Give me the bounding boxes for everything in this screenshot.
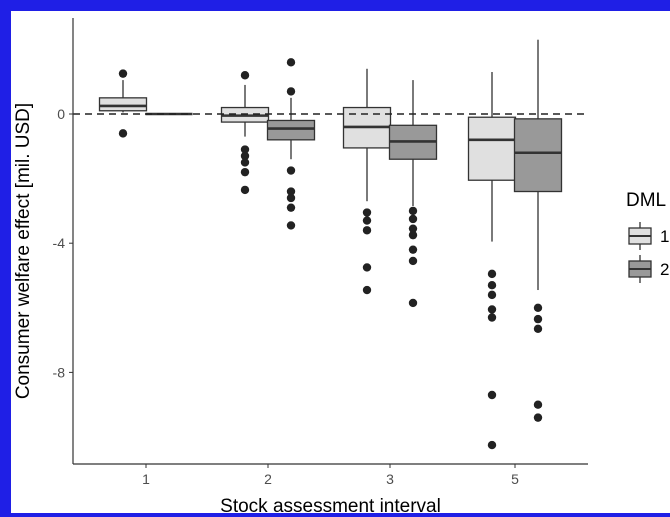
outlier-point [118, 69, 128, 78]
box-iqr [513, 118, 563, 193]
outlier-point [487, 290, 497, 300]
outlier-point [286, 221, 296, 230]
outlier-point [362, 216, 372, 225]
outlier-point [408, 298, 418, 308]
outlier-point [408, 245, 418, 254]
outlier-point [286, 187, 296, 196]
outlier-point [533, 314, 543, 324]
outlier-point [408, 256, 418, 266]
outlier-point [487, 305, 497, 314]
y-tick-label: -4 [53, 235, 66, 251]
outlier-point [533, 303, 543, 312]
outlier-point [240, 151, 250, 161]
outlier-point [362, 208, 372, 217]
outlier-point [408, 224, 418, 233]
outlier-point [533, 413, 543, 422]
outlier-point [487, 390, 497, 400]
outlier-point [286, 166, 296, 175]
axes: 0 -4 -8 1 2 3 5 [53, 18, 588, 487]
outlier-point [408, 230, 418, 240]
legend-label: 1 [660, 227, 669, 246]
box-iqr [266, 119, 316, 141]
outlier-point [286, 58, 296, 67]
box-series-2-cat-2 [266, 58, 316, 230]
legend-key-1: 1 [628, 222, 669, 250]
box-series-1-cat-5 [467, 72, 517, 450]
outlier-point [240, 71, 250, 80]
outlier-point [533, 400, 543, 409]
outlier-point [286, 193, 296, 203]
outlier-point [286, 203, 296, 212]
y-tick-label: -8 [53, 364, 66, 380]
outlier-point [362, 263, 372, 272]
legend-title: DML [626, 190, 666, 211]
box-iqr [98, 97, 148, 112]
outlier-point [487, 313, 497, 322]
legend-key-2: 2 [628, 255, 669, 283]
outlier-point [408, 214, 418, 224]
x-tick-label: 1 [142, 471, 150, 487]
legend: DML 1 2 [626, 190, 669, 283]
box-series-2-cat-3 [388, 80, 438, 308]
outlier-point [487, 269, 497, 279]
outlier-point [487, 280, 497, 290]
outlier-point [286, 87, 296, 96]
outlier-point [362, 285, 372, 295]
x-tick-label: 5 [511, 471, 519, 487]
y-axis-title: Consumer welfare effect [mil. USD] [13, 103, 34, 399]
outlier-point [408, 206, 418, 216]
outlier-point [118, 129, 128, 138]
box-series-2-cat-5 [513, 39, 563, 422]
y-tick-label: 0 [57, 106, 65, 122]
box-series-1-cat-1 [98, 69, 148, 138]
outlier-point [240, 185, 250, 195]
outlier-point [533, 324, 543, 333]
x-axis-title: Stock assessment interval [220, 496, 441, 517]
legend-label: 2 [660, 260, 669, 279]
outlier-point [240, 158, 250, 167]
x-tick-label: 3 [386, 471, 394, 487]
plot-area [73, 39, 588, 450]
x-tick-label: 2 [264, 471, 272, 487]
outlier-point [362, 226, 372, 235]
box-series-1-cat-3 [342, 68, 392, 295]
outlier-point [487, 440, 497, 450]
box-iqr [467, 116, 517, 181]
outlier-point [240, 145, 250, 154]
box-series-1-cat-2 [220, 71, 270, 195]
outlier-point [240, 167, 250, 177]
